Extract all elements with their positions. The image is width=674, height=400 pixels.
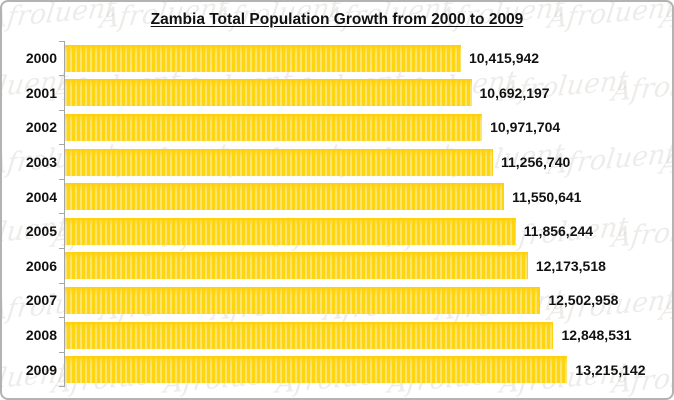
bar-track: 10,692,197 — [59, 75, 666, 111]
chart-row: 2002 10,971,704 — [10, 109, 666, 145]
chart-row: 2003 11,256,740 — [10, 144, 666, 180]
value-label-2001: 10,692,197 — [479, 84, 550, 101]
bar-2007 — [65, 286, 541, 314]
y-axis-label-2007: 2007 — [25, 292, 57, 309]
value-label-2000: 10,415,942 — [468, 50, 540, 67]
bar-2009 — [65, 356, 568, 384]
chart-title: Zambia Total Population Growth from 2000… — [150, 11, 524, 28]
value-label-2009: 13,215,142 — [575, 361, 646, 378]
value-label-2004: 11,550,641 — [512, 188, 582, 205]
value-label-2007: 12,502,958 — [548, 292, 619, 309]
chart-row: 2008 12,848,531 — [10, 317, 666, 353]
bar-2000 — [65, 44, 461, 72]
chart-row: 2009 13,215,142 — [10, 351, 666, 388]
y-axis-label-2004: 2004 — [25, 188, 57, 205]
chart-row: 2001 10,692,197 — [10, 75, 666, 111]
bar-2008 — [65, 321, 554, 349]
chart-row: 2007 12,502,958 — [10, 282, 666, 318]
chart-row: 2005 11,856,244 — [10, 213, 666, 249]
value-label-2002: 10,971,704 — [490, 119, 561, 136]
bar-2004 — [65, 183, 505, 211]
bar-2001 — [65, 79, 472, 107]
bar-track: 11,256,740 — [59, 144, 666, 180]
bar-track: 10,415,942 — [59, 40, 666, 76]
chart-row: 2004 11,550,641 — [10, 178, 666, 214]
y-axis-label-2002: 2002 — [25, 119, 57, 136]
value-label-2008: 12,848,531 — [561, 327, 632, 344]
bar-track: 11,856,244 — [59, 213, 666, 249]
bar-2002 — [65, 113, 483, 141]
bar-track: 13,215,142 — [59, 351, 666, 388]
bar-chart: 2000 10,415,942 2001 10,692,197 2002 10,971,7… — [10, 40, 666, 388]
y-axis-label-2005: 2005 — [25, 223, 57, 240]
bar-track: 11,550,641 — [59, 178, 666, 214]
y-axis-label-2003: 2003 — [25, 154, 57, 171]
bar-track: 12,502,958 — [59, 282, 666, 318]
bar-track: 12,848,531 — [59, 317, 666, 353]
bar-2006 — [65, 252, 528, 280]
chart-row: 2006 12,173,518 — [10, 248, 666, 284]
bar-track: 10,971,704 — [59, 109, 666, 145]
y-axis-label-2000: 2000 — [25, 50, 57, 67]
bar-track: 12,173,518 — [59, 248, 666, 284]
y-axis-label-2009: 2009 — [25, 361, 57, 378]
chart-row: 2000 10,415,942 — [10, 40, 666, 76]
y-axis-label-2006: 2006 — [25, 257, 57, 274]
bar-2003 — [65, 148, 493, 176]
value-label-2006: 12,173,518 — [535, 257, 606, 274]
value-label-2005: 11,856,244 — [523, 223, 594, 240]
y-axis-label-2001: 2001 — [25, 84, 57, 101]
bar-2005 — [65, 217, 516, 245]
value-label-2003: 11,256,740 — [500, 154, 571, 171]
y-axis-label-2008: 2008 — [25, 327, 57, 344]
